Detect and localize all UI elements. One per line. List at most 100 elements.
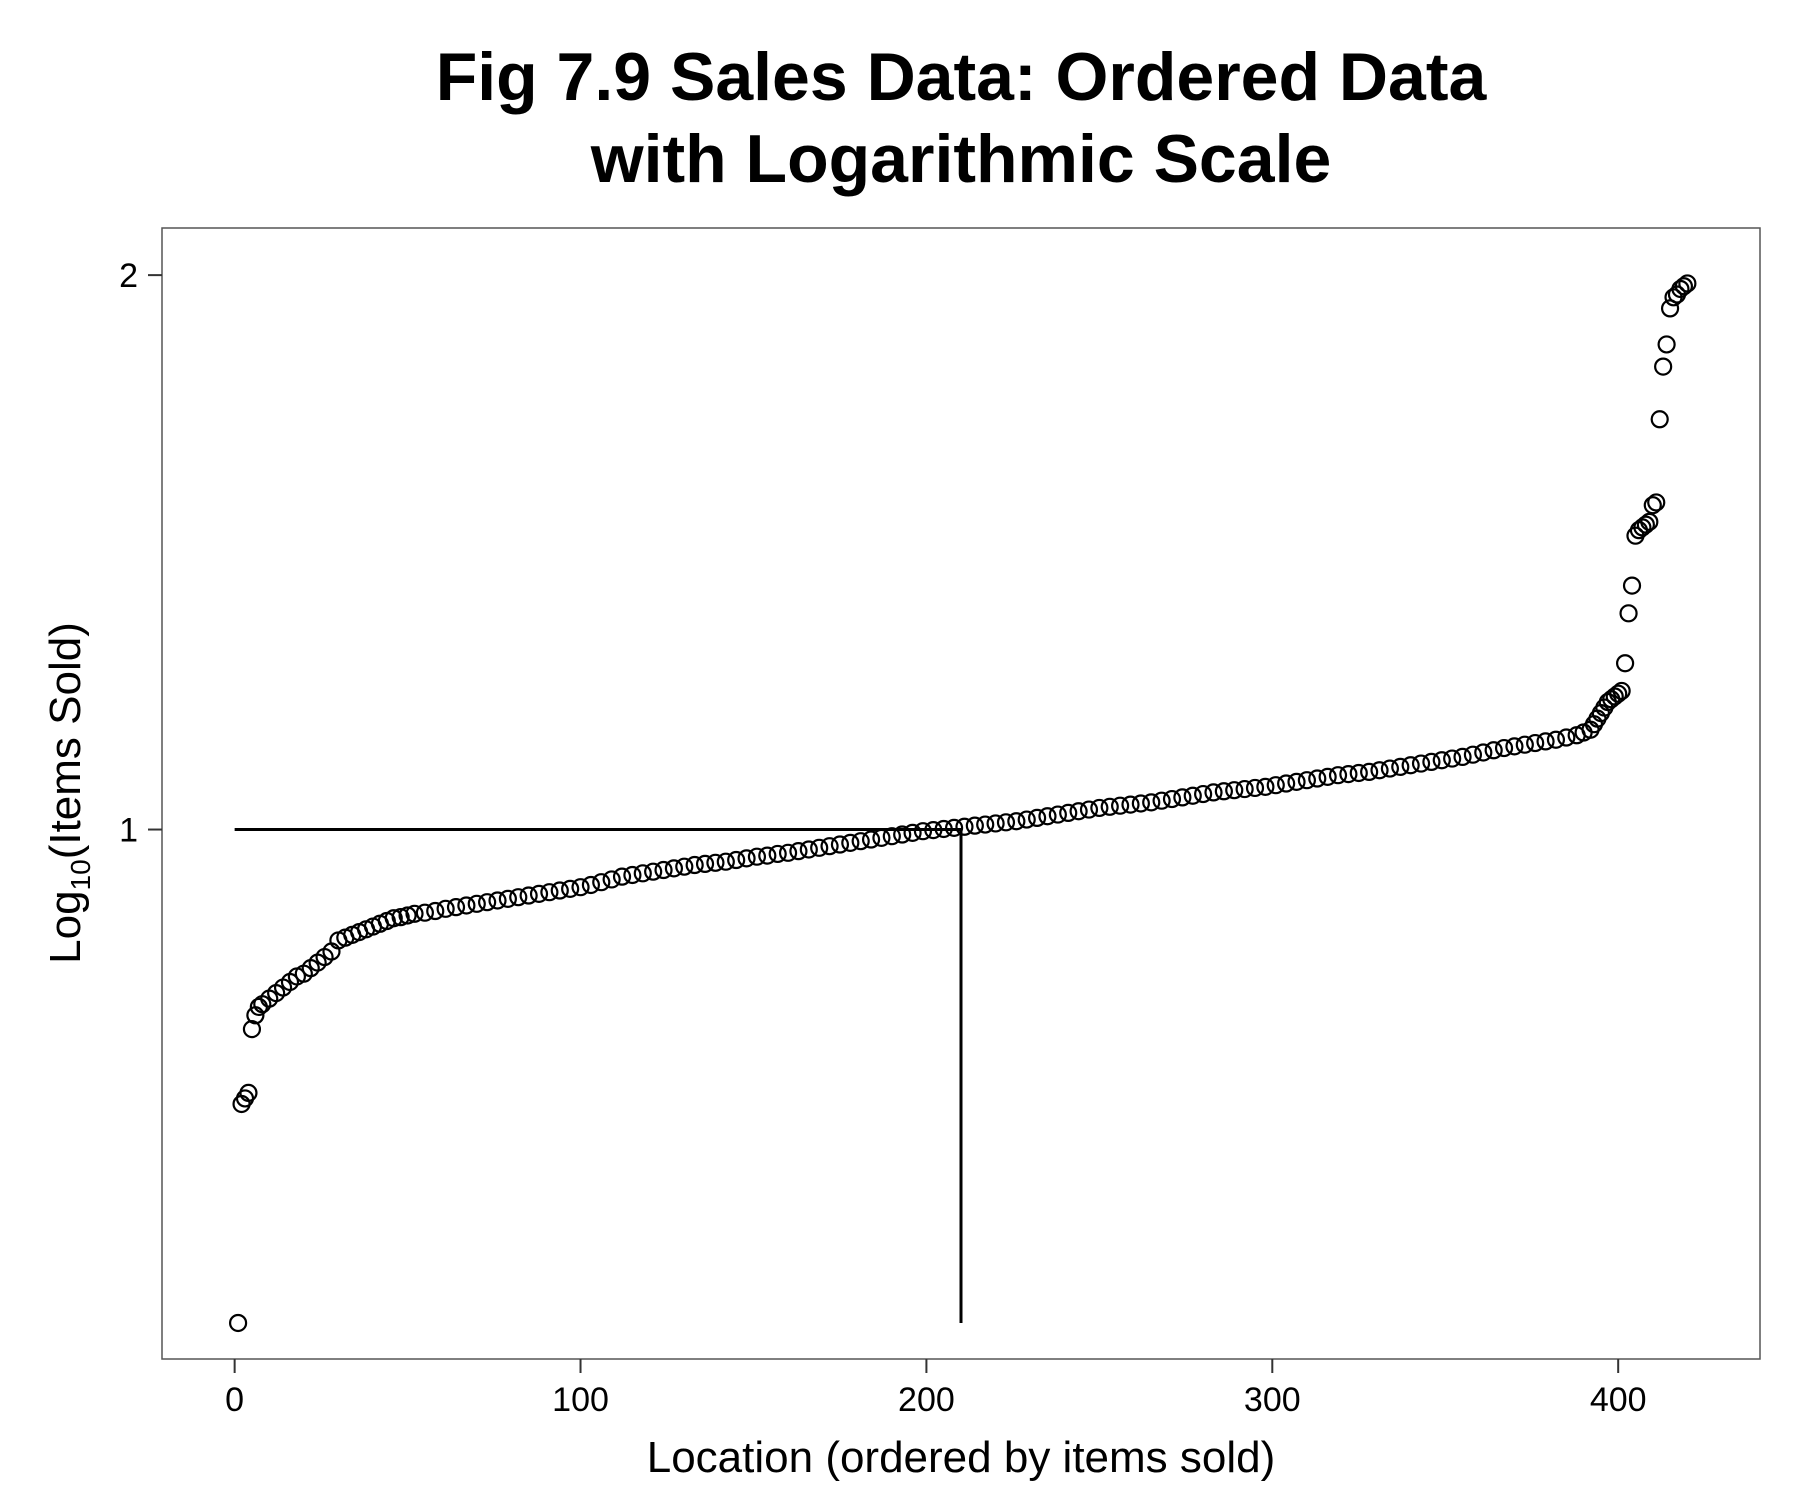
y-axis-title: Log10(Items Sold)	[41, 622, 96, 964]
data-point	[1204, 783, 1223, 802]
data-point	[1048, 805, 1067, 824]
data-point	[1557, 728, 1576, 747]
data-point	[944, 818, 964, 837]
x-tick-label: 0	[225, 1381, 244, 1419]
data-point	[1225, 781, 1244, 800]
chart-title-line-2: with Logarithmic Scale	[590, 121, 1332, 197]
y-axis-title-rest: (Items Sold)	[41, 622, 90, 859]
data-point	[1616, 654, 1635, 673]
data-point	[1647, 493, 1666, 512]
data-point	[789, 842, 808, 861]
data-point	[654, 860, 673, 880]
data-point	[851, 832, 870, 851]
data-point	[706, 853, 725, 872]
data-point	[1339, 764, 1358, 784]
data-point	[1505, 737, 1524, 756]
data-point	[872, 828, 891, 847]
data-point	[924, 820, 943, 840]
data-point	[1650, 410, 1669, 429]
data-point	[747, 847, 767, 866]
x-tick-label: 300	[1244, 1381, 1301, 1419]
data-point	[550, 881, 569, 900]
data-point	[1360, 762, 1379, 781]
data-point	[778, 843, 798, 862]
data-point	[1131, 794, 1150, 813]
data-point	[1643, 496, 1662, 515]
data-point	[239, 1083, 258, 1102]
data-point	[841, 833, 860, 852]
data-point	[1287, 772, 1306, 791]
data-point	[1142, 793, 1161, 812]
data-point	[1038, 807, 1057, 826]
data-point	[1069, 802, 1088, 821]
data-point	[1411, 754, 1431, 773]
data-point	[830, 835, 850, 854]
data-point	[498, 889, 517, 908]
data-point	[405, 904, 424, 923]
data-point	[1622, 576, 1642, 595]
data-point	[623, 865, 642, 885]
data-point	[467, 894, 486, 913]
data-point	[861, 830, 881, 849]
data-point	[1515, 735, 1534, 754]
data-point	[644, 862, 663, 881]
data-point	[633, 864, 652, 883]
data-point	[1266, 776, 1285, 795]
data-point	[1235, 779, 1254, 799]
data-point	[592, 873, 611, 892]
data-point	[1453, 747, 1472, 767]
data-point	[1173, 788, 1192, 807]
data-point	[1636, 515, 1655, 534]
data-point	[1100, 797, 1119, 816]
x-axis: 0 100 200 300 400	[225, 1359, 1647, 1419]
data-point	[716, 852, 735, 871]
data-point	[1619, 604, 1638, 623]
data-point	[1401, 756, 1420, 775]
data-point	[1654, 357, 1673, 376]
data-point	[965, 816, 984, 835]
data-point	[1318, 767, 1337, 786]
data-point	[675, 857, 694, 876]
data-point	[426, 901, 445, 921]
data-point	[457, 896, 476, 915]
data-point	[1678, 274, 1697, 293]
data-point	[1328, 766, 1348, 785]
data-point	[810, 838, 829, 857]
data-point	[1432, 751, 1451, 770]
y-tick-label: 2	[119, 257, 138, 295]
data-point	[1674, 277, 1694, 296]
data-point	[1308, 769, 1327, 788]
x-axis-title: Location (ordered by items sold)	[647, 1433, 1276, 1482]
data-point	[529, 884, 549, 903]
data-point	[391, 908, 410, 927]
data-point	[478, 893, 497, 912]
data-point	[1474, 743, 1493, 762]
data-point	[242, 1020, 262, 1039]
data-point	[602, 870, 621, 889]
data-point	[581, 875, 601, 895]
data-point	[986, 814, 1005, 833]
y-axis-title-subscript: 10	[65, 859, 96, 890]
data-point	[1609, 684, 1628, 703]
data-point	[893, 825, 912, 844]
chart-title-line-1: Fig 7.9 Sales Data: Ordered Data	[436, 39, 1488, 115]
data-point	[768, 844, 787, 864]
data-point	[612, 867, 632, 886]
data-point	[737, 849, 756, 868]
data-point	[820, 837, 839, 856]
data-point	[727, 850, 746, 870]
data-point	[799, 840, 818, 859]
data-point	[1111, 796, 1130, 815]
data-point	[1079, 800, 1099, 819]
data-point	[1349, 763, 1368, 783]
data-point	[1546, 730, 1566, 749]
data-point	[1162, 789, 1182, 809]
data-point	[1059, 803, 1078, 823]
data-point	[685, 855, 704, 875]
data-point	[934, 819, 953, 839]
data-point	[1152, 791, 1171, 810]
x-tick-label: 400	[1590, 1381, 1647, 1419]
data-point	[1256, 777, 1275, 796]
data-point	[436, 899, 455, 918]
